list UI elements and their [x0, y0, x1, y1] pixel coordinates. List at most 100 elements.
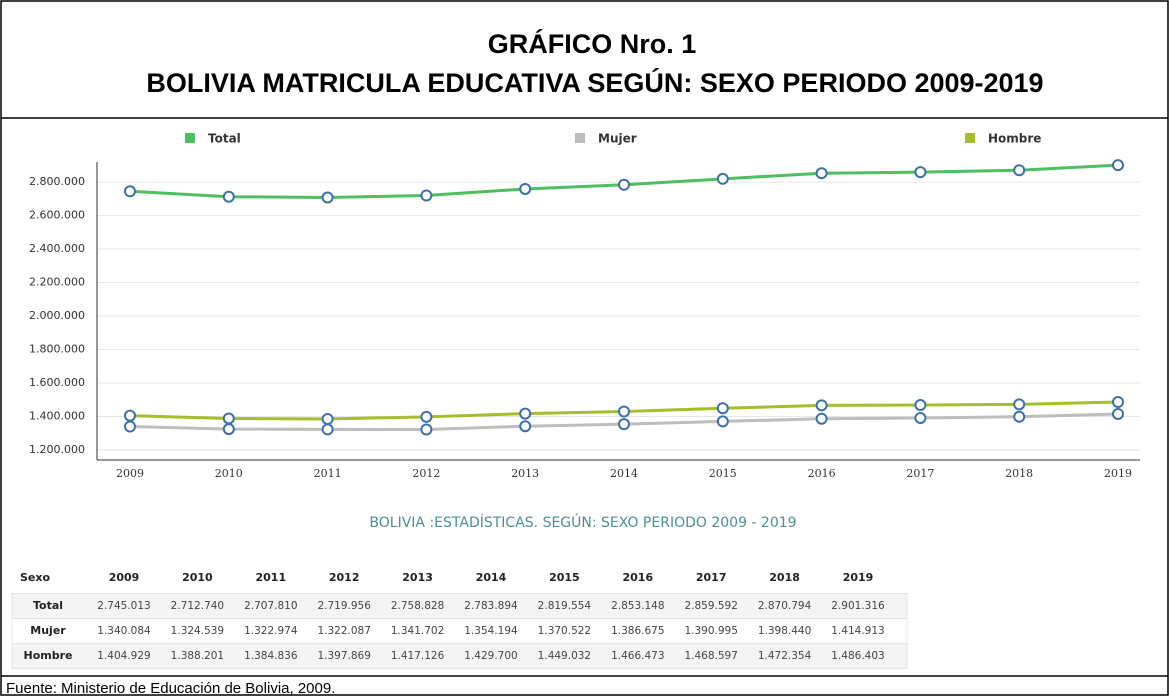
x-tick-label: 2014 — [610, 467, 638, 480]
table-cell: 1.324.539 — [171, 625, 224, 637]
point-marker — [716, 415, 729, 428]
chart-caption: BOLIVIA :ESTADÍSTICAS. SEGÚN: SEXO PERIO… — [369, 513, 796, 531]
table-cell: 1.340.084 — [97, 625, 151, 637]
table-cell: 1.386.675 — [611, 625, 664, 637]
x-tick-label: 2011 — [314, 467, 342, 480]
table-cell: 2.707.810 — [244, 600, 297, 612]
point-marker — [222, 423, 235, 436]
point-marker — [914, 398, 927, 411]
point-marker — [420, 423, 433, 436]
table-cell: 2.745.013 — [97, 600, 150, 612]
table-cell: 1.341.702 — [391, 625, 444, 637]
point-marker — [420, 189, 433, 202]
table-cell: 1.322.087 — [317, 625, 370, 637]
table-cell: 2.783.894 — [464, 600, 518, 612]
x-tick-label: 2012 — [412, 467, 440, 480]
x-tick-label: 2016 — [808, 467, 836, 480]
point-marker — [124, 420, 136, 433]
point-marker — [1112, 407, 1124, 420]
table-cell: 1.390.995 — [684, 625, 737, 637]
table-cell: 2.712.740 — [171, 600, 224, 612]
table-cell: 1.414.913 — [831, 625, 884, 637]
table-cell: 1.370.522 — [538, 625, 591, 637]
table-year: 2016 — [622, 571, 653, 584]
table-cell: 1.397.869 — [317, 650, 370, 662]
point-marker — [124, 409, 136, 422]
table-cell: 1.486.403 — [831, 650, 884, 662]
chart-subtitle: BOLIVIA MATRICULA EDUCATIVA SEGÚN: SEXO … — [146, 67, 1043, 98]
x-tick-label: 2018 — [1005, 467, 1033, 480]
row-label: Mujer — [30, 624, 66, 637]
point-marker — [519, 182, 532, 195]
legend-swatch — [575, 133, 585, 143]
point-marker — [914, 166, 927, 179]
point-marker — [716, 172, 729, 185]
x-tick-label: 2019 — [1104, 467, 1132, 480]
legend-swatch — [185, 133, 195, 143]
point-marker — [321, 191, 334, 204]
table-cell: 1.404.929 — [97, 650, 150, 662]
table-cell: 1.449.032 — [538, 650, 591, 662]
table-year: 2015 — [549, 571, 580, 584]
table-cell: 2.819.554 — [538, 600, 592, 612]
chart-title: GRÁFICO Nro. 1 — [488, 28, 697, 59]
source: Fuente: Ministerio de Educación de Boliv… — [6, 680, 335, 696]
point-marker — [420, 410, 433, 423]
table-cell: 1.429.700 — [464, 650, 517, 662]
point-marker — [1112, 396, 1124, 409]
point-marker — [1013, 398, 1026, 411]
x-tick-label: 2013 — [511, 467, 539, 480]
y-tick-label: 2.400.000 — [29, 242, 85, 255]
point-marker — [815, 412, 828, 425]
point-marker — [1112, 159, 1124, 172]
table-cell: 1.322.974 — [244, 625, 298, 637]
point-marker — [321, 413, 334, 426]
point-marker — [1013, 164, 1026, 177]
table-year: 2019 — [843, 571, 874, 584]
point-marker — [914, 411, 927, 424]
legend-label: Total — [208, 132, 241, 146]
x-tick-label: 2017 — [906, 467, 934, 480]
table-cell: 2.758.828 — [391, 600, 444, 612]
y-tick-label: 1.400.000 — [29, 409, 85, 422]
table-cell: 1.388.201 — [171, 650, 224, 662]
row-label: Total — [33, 599, 63, 612]
table-cell: 1.468.597 — [684, 650, 737, 662]
table-cell: 1.466.473 — [611, 650, 664, 662]
table-cell: 2.719.956 — [317, 600, 371, 612]
row-label: Hombre — [24, 649, 73, 662]
table-cell: 2.853.148 — [611, 600, 664, 612]
point-marker — [716, 402, 729, 415]
table-cell: 1.417.126 — [391, 650, 445, 662]
table-cell: 2.870.794 — [758, 600, 812, 612]
x-tick-label: 2015 — [709, 467, 737, 480]
legend-label: Hombre — [988, 132, 1041, 146]
table-year: 2012 — [329, 571, 360, 584]
x-tick-label: 2010 — [215, 467, 243, 480]
table-year: 2014 — [476, 571, 507, 584]
table-year: 2018 — [769, 571, 800, 584]
point-marker — [815, 399, 828, 412]
table-cell: 2.901.316 — [831, 600, 885, 612]
table-cell: 1.472.354 — [758, 650, 812, 662]
point-marker — [618, 418, 630, 431]
point-marker — [519, 420, 532, 433]
y-tick-label: 1.600.000 — [29, 376, 85, 389]
point-marker — [815, 167, 828, 180]
legend-swatch — [965, 133, 975, 143]
point-marker — [222, 190, 235, 203]
table-year: 2011 — [255, 571, 286, 584]
table-row — [11, 643, 908, 669]
y-tick-label: 2.200.000 — [29, 276, 85, 289]
point-marker — [124, 185, 136, 198]
table-cell: 2.859.592 — [684, 600, 737, 612]
point-marker — [222, 412, 235, 425]
table-year: 2009 — [109, 571, 140, 584]
y-tick-label: 1.800.000 — [29, 343, 85, 356]
y-tick-label: 2.000.000 — [29, 309, 85, 322]
point-marker — [618, 178, 630, 191]
y-tick-label: 2.800.000 — [29, 175, 85, 188]
table-cell: 1.384.836 — [244, 650, 298, 662]
